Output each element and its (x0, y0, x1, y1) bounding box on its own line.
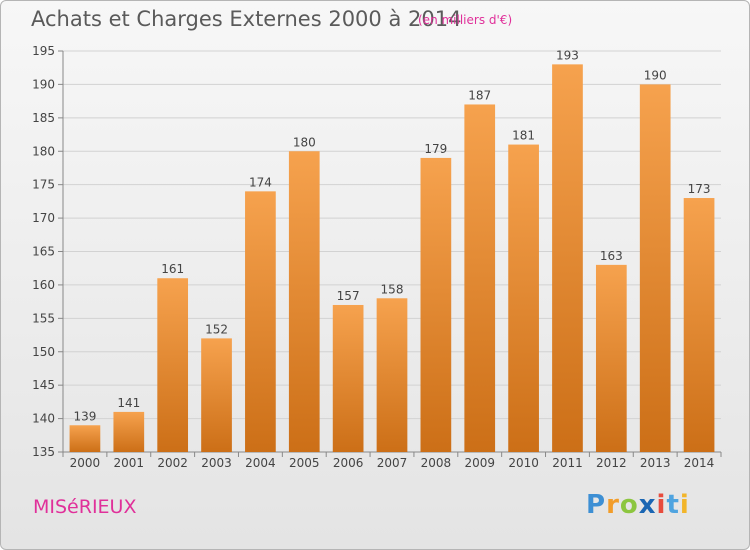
data-label: 193 (556, 48, 579, 62)
y-tick-label: 160 (32, 278, 55, 292)
data-label: 163 (600, 249, 623, 263)
data-label: 161 (161, 262, 184, 276)
bar (245, 191, 276, 452)
data-label: 157 (337, 289, 360, 303)
y-tick-label: 180 (32, 144, 55, 158)
y-tick-label: 195 (32, 44, 55, 58)
x-tick-label: 2009 (464, 456, 495, 470)
bar (201, 338, 232, 452)
data-label: 179 (424, 142, 447, 156)
bar (69, 425, 101, 452)
bar (683, 198, 715, 452)
bar (113, 411, 145, 452)
data-label: 190 (644, 68, 667, 82)
y-tick-label: 185 (32, 111, 55, 125)
bars (69, 64, 715, 453)
chart-subtitle: (en milliers d'€) (418, 13, 513, 27)
y-tick-label: 175 (32, 178, 55, 192)
proxiti-logo: Proxiti (586, 490, 690, 520)
chart-title: Achats et Charges Externes 2000 à 2014 (31, 7, 462, 31)
y-tick-label: 145 (32, 378, 55, 392)
x-tick-label: 2001 (114, 456, 145, 470)
y-tick-label: 165 (32, 245, 55, 259)
x-tick-label: 2010 (508, 456, 539, 470)
x-tick-label: 2014 (684, 456, 715, 470)
bar (508, 144, 539, 453)
data-label: 187 (468, 88, 491, 102)
labels: 139 141 161 152 174 180 157 158 179 187 181 193 163 1… (73, 48, 710, 423)
x-tick-label: 2005 (289, 456, 320, 470)
y-tick-label: 155 (32, 311, 55, 325)
data-label: 141 (117, 396, 140, 410)
data-label: 173 (688, 182, 711, 196)
bar (552, 64, 583, 452)
x-tick-label: 2002 (157, 456, 188, 470)
data-label: 152 (205, 322, 228, 336)
x-tick-label: 2007 (377, 456, 408, 470)
bar (376, 298, 408, 452)
x-tick-label: 2006 (333, 456, 364, 470)
bar (157, 278, 189, 452)
axes: 135 140 145 150 155 160 165 170 175 180 185 190 195 2… (32, 44, 722, 470)
x-tick-label: 2013 (640, 456, 671, 470)
bar (595, 264, 627, 452)
bar (639, 84, 671, 453)
data-label: 158 (381, 282, 404, 296)
x-tick-label: 2000 (70, 456, 101, 470)
y-tick-label: 150 (32, 345, 55, 359)
data-label: 181 (512, 129, 535, 143)
x-tick-label: 2004 (245, 456, 276, 470)
y-tick-label: 135 (32, 445, 55, 459)
y-tick-label: 140 (32, 412, 55, 426)
y-tick-label: 170 (32, 211, 55, 225)
commune-name: MISéRIEUX (33, 496, 137, 518)
bar (464, 104, 496, 452)
y-tick-label: 190 (32, 77, 55, 91)
x-tick-label: 2003 (201, 456, 232, 470)
data-label: 174 (249, 175, 272, 189)
bar (420, 157, 452, 452)
x-tick-label: 2008 (421, 456, 452, 470)
x-tick-label: 2012 (596, 456, 627, 470)
bar (288, 151, 320, 452)
data-label: 180 (293, 135, 316, 149)
x-tick-label: 2011 (552, 456, 583, 470)
bar (332, 304, 364, 452)
data-label: 139 (73, 409, 96, 423)
